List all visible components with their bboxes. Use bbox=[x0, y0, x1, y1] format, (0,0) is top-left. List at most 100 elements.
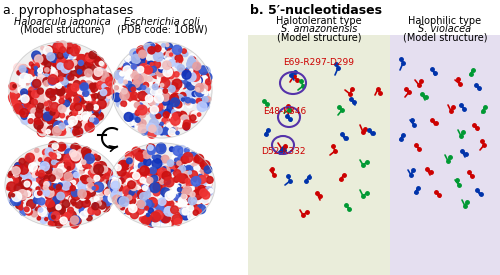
Circle shape bbox=[36, 111, 43, 118]
Circle shape bbox=[100, 72, 104, 76]
Circle shape bbox=[58, 205, 64, 211]
Circle shape bbox=[199, 171, 208, 180]
Circle shape bbox=[102, 84, 106, 89]
Circle shape bbox=[148, 66, 156, 75]
Circle shape bbox=[91, 167, 98, 173]
Circle shape bbox=[36, 124, 43, 131]
Circle shape bbox=[140, 167, 144, 172]
Circle shape bbox=[81, 112, 90, 121]
Circle shape bbox=[122, 165, 129, 172]
Circle shape bbox=[78, 55, 86, 63]
Circle shape bbox=[127, 195, 132, 200]
Circle shape bbox=[52, 157, 58, 164]
Circle shape bbox=[48, 221, 53, 226]
Circle shape bbox=[51, 59, 59, 67]
Circle shape bbox=[163, 68, 172, 77]
Circle shape bbox=[190, 115, 196, 121]
Circle shape bbox=[186, 116, 192, 121]
Circle shape bbox=[14, 104, 23, 113]
Circle shape bbox=[182, 70, 191, 79]
Circle shape bbox=[168, 52, 172, 56]
Circle shape bbox=[82, 175, 90, 184]
Circle shape bbox=[69, 60, 73, 64]
Circle shape bbox=[73, 44, 77, 48]
Circle shape bbox=[138, 171, 144, 177]
Circle shape bbox=[135, 206, 139, 210]
Circle shape bbox=[155, 102, 158, 105]
Circle shape bbox=[156, 67, 166, 77]
Bar bbox=[0, 0, 242, 275]
Circle shape bbox=[38, 128, 46, 136]
Circle shape bbox=[200, 176, 205, 182]
Circle shape bbox=[90, 83, 96, 89]
Circle shape bbox=[38, 198, 45, 205]
Circle shape bbox=[45, 68, 49, 72]
Circle shape bbox=[20, 208, 27, 215]
Circle shape bbox=[83, 94, 92, 103]
Circle shape bbox=[126, 210, 134, 218]
Circle shape bbox=[178, 190, 184, 195]
Circle shape bbox=[180, 149, 184, 153]
Circle shape bbox=[67, 173, 71, 177]
Circle shape bbox=[52, 212, 60, 220]
Circle shape bbox=[140, 217, 146, 223]
Circle shape bbox=[190, 72, 200, 81]
Circle shape bbox=[97, 100, 106, 109]
Circle shape bbox=[189, 67, 193, 71]
Circle shape bbox=[61, 102, 68, 109]
Circle shape bbox=[194, 157, 199, 162]
Circle shape bbox=[192, 190, 202, 200]
Circle shape bbox=[132, 54, 140, 64]
Circle shape bbox=[86, 60, 93, 66]
Circle shape bbox=[174, 158, 180, 163]
Circle shape bbox=[66, 150, 73, 157]
Circle shape bbox=[50, 54, 58, 62]
Circle shape bbox=[139, 120, 146, 127]
Circle shape bbox=[114, 179, 120, 187]
Circle shape bbox=[196, 98, 202, 104]
Circle shape bbox=[72, 60, 78, 67]
Circle shape bbox=[59, 112, 64, 117]
Circle shape bbox=[149, 167, 153, 171]
Circle shape bbox=[178, 199, 187, 207]
Circle shape bbox=[70, 112, 74, 117]
Circle shape bbox=[81, 118, 91, 128]
Circle shape bbox=[94, 202, 99, 208]
Circle shape bbox=[131, 87, 136, 92]
Circle shape bbox=[90, 173, 96, 178]
Circle shape bbox=[184, 186, 192, 194]
Circle shape bbox=[158, 159, 164, 166]
Circle shape bbox=[6, 187, 10, 190]
Circle shape bbox=[150, 68, 154, 72]
Circle shape bbox=[80, 84, 88, 91]
Circle shape bbox=[193, 210, 198, 215]
Circle shape bbox=[47, 206, 54, 213]
Circle shape bbox=[132, 202, 138, 208]
Text: (Model structure): (Model structure) bbox=[277, 32, 361, 42]
Circle shape bbox=[160, 180, 164, 184]
Circle shape bbox=[115, 164, 121, 171]
Circle shape bbox=[132, 78, 138, 83]
Circle shape bbox=[142, 216, 150, 225]
Circle shape bbox=[118, 69, 125, 77]
Circle shape bbox=[100, 172, 104, 176]
Circle shape bbox=[48, 74, 56, 82]
Circle shape bbox=[164, 112, 169, 118]
Circle shape bbox=[129, 155, 132, 158]
Circle shape bbox=[26, 94, 33, 101]
Circle shape bbox=[143, 196, 151, 204]
Circle shape bbox=[150, 111, 158, 119]
Circle shape bbox=[51, 109, 60, 118]
Circle shape bbox=[60, 129, 66, 135]
Circle shape bbox=[72, 92, 80, 101]
Circle shape bbox=[195, 90, 202, 97]
Circle shape bbox=[52, 185, 55, 188]
Circle shape bbox=[134, 199, 142, 208]
Circle shape bbox=[176, 95, 184, 103]
Circle shape bbox=[128, 188, 136, 196]
Circle shape bbox=[130, 57, 136, 64]
Circle shape bbox=[19, 66, 26, 73]
Circle shape bbox=[164, 62, 168, 66]
Circle shape bbox=[8, 168, 16, 176]
Circle shape bbox=[156, 96, 163, 103]
